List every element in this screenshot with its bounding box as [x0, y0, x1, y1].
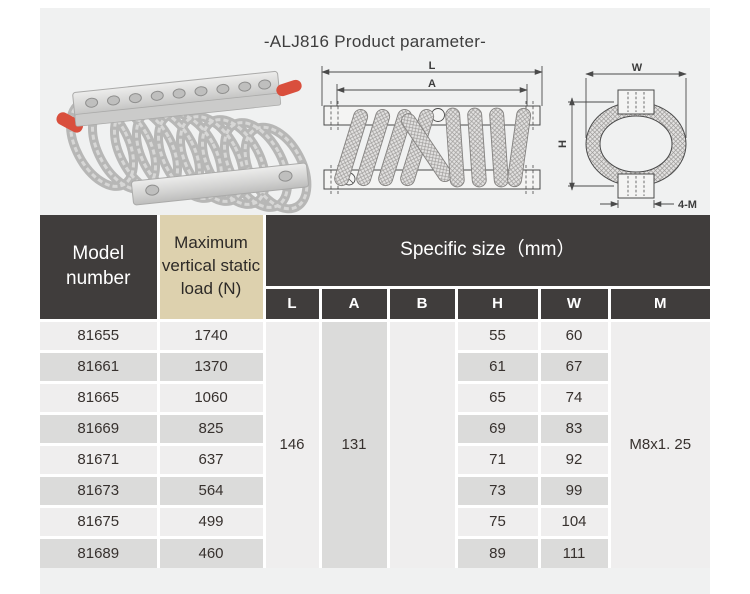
cell-load: 564	[156, 473, 266, 508]
cell-model: 81675	[38, 504, 160, 539]
header-col-l: L	[262, 285, 322, 322]
table-row: 81675 499 75 104	[38, 504, 710, 539]
header-col-w: W	[537, 285, 611, 322]
header-max-load: Maximum vertical static load (N)	[156, 213, 266, 322]
table-row: 81671 637 71 92	[38, 442, 710, 477]
header-col-m: M	[607, 285, 712, 322]
page-title: -ALJ816 Product parameter-	[263, 32, 487, 51]
cell-model: 81655	[38, 318, 160, 353]
side-view-drawing: W H 4-M	[557, 62, 697, 211]
cell-w: 83	[537, 411, 611, 446]
cell-w: 111	[537, 535, 611, 570]
top-bar	[72, 70, 282, 127]
header-col-b: B	[386, 285, 458, 322]
header-specific-size: Specific size（mm）	[262, 213, 712, 289]
cell-load: 460	[156, 535, 266, 570]
front-view-drawing: L A	[321, 60, 543, 194]
dim-label-a: A	[428, 78, 436, 90]
cell-merged-l: 146	[262, 318, 322, 570]
cell-merged-m: M8x1. 25	[607, 318, 712, 570]
table-row: 81689 460 89 111	[38, 535, 710, 570]
table-row: 81655 1740 146 131 55 60 M8x1. 25	[38, 318, 712, 570]
cell-load: 499	[156, 504, 266, 539]
cell-h: 73	[454, 473, 541, 508]
cell-w: 74	[537, 380, 611, 415]
cell-model: 81673	[38, 473, 160, 508]
cell-load: 637	[156, 442, 266, 477]
dim-label-l: L	[429, 60, 436, 72]
header-row-main: Model number Maximum vertical static loa…	[38, 213, 712, 322]
red-cap-right	[276, 79, 302, 97]
cell-load: 825	[156, 411, 266, 446]
cell-h: 75	[454, 504, 541, 539]
table-row: 81673 564 73 99	[38, 473, 710, 508]
header-row-sub: L A B H W M	[40, 285, 712, 322]
cell-w: 92	[537, 442, 611, 477]
cell-load: 1060	[156, 380, 266, 415]
dim-label-4m: 4-M	[678, 199, 697, 211]
cell-model: 81669	[38, 411, 160, 446]
cell-h: 89	[454, 535, 541, 570]
header-col-h: H	[454, 285, 541, 322]
cell-merged-a: 131	[318, 318, 390, 570]
cell-w: 104	[537, 504, 611, 539]
dim-label-h: H	[557, 140, 569, 148]
cell-model: 81671	[38, 442, 160, 477]
cell-w: 99	[537, 473, 611, 508]
spec-table: Model number Maximum vertical static loa…	[38, 213, 712, 570]
product-photo	[40, 56, 312, 216]
cell-load: 1740	[156, 318, 266, 353]
table-row: 81665 1060 65 74	[38, 380, 710, 415]
header-model-number: Model number	[38, 213, 160, 322]
bottom-bar	[131, 162, 309, 206]
cell-merged-b	[386, 318, 458, 570]
cell-h: 65	[454, 380, 541, 415]
cell-h: 69	[454, 411, 541, 446]
cell-h: 55	[454, 318, 541, 353]
header-col-a: A	[318, 285, 390, 322]
cell-load: 1370	[156, 349, 266, 384]
table-row: 81661 1370 61 67	[38, 349, 710, 384]
cell-model: 81689	[38, 535, 160, 570]
cell-w: 60	[537, 318, 611, 353]
coil-loops	[334, 107, 532, 188]
cell-h: 71	[454, 442, 541, 477]
table-row: 81669 825 69 83	[38, 411, 710, 446]
cell-model: 81665	[38, 380, 160, 415]
content-panel: -ALJ816 Product parameter-	[38, 8, 712, 594]
cell-h: 61	[454, 349, 541, 384]
dim-label-w: W	[632, 62, 643, 74]
cell-model: 81661	[38, 349, 160, 384]
red-cap-left	[56, 112, 84, 133]
cell-w: 67	[537, 349, 611, 384]
